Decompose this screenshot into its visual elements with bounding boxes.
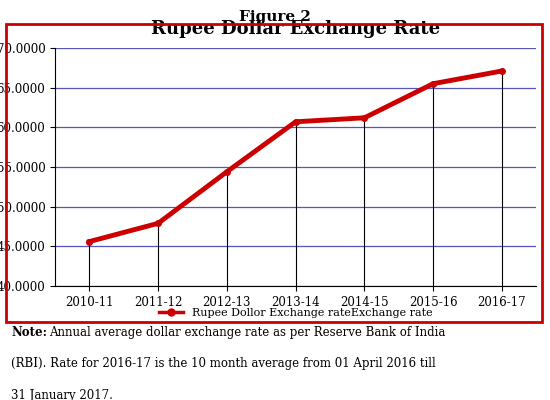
Legend: Rupee Dollor Exchange rateExchange rate: Rupee Dollor Exchange rateExchange rate [154,303,437,322]
Text: Annual average dollar exchange rate as per Reserve Bank of India: Annual average dollar exchange rate as p… [50,326,446,338]
Text: Note:: Note: [11,326,47,338]
Title: Rupee Dollar Exchange Rate: Rupee Dollar Exchange Rate [151,20,440,38]
Text: (RBI). Rate for 2016-17 is the 10 month average from 01 April 2016 till: (RBI). Rate for 2016-17 is the 10 month … [11,358,436,370]
Text: 31 January 2017.: 31 January 2017. [11,389,113,400]
Text: Figure 2: Figure 2 [239,10,311,24]
